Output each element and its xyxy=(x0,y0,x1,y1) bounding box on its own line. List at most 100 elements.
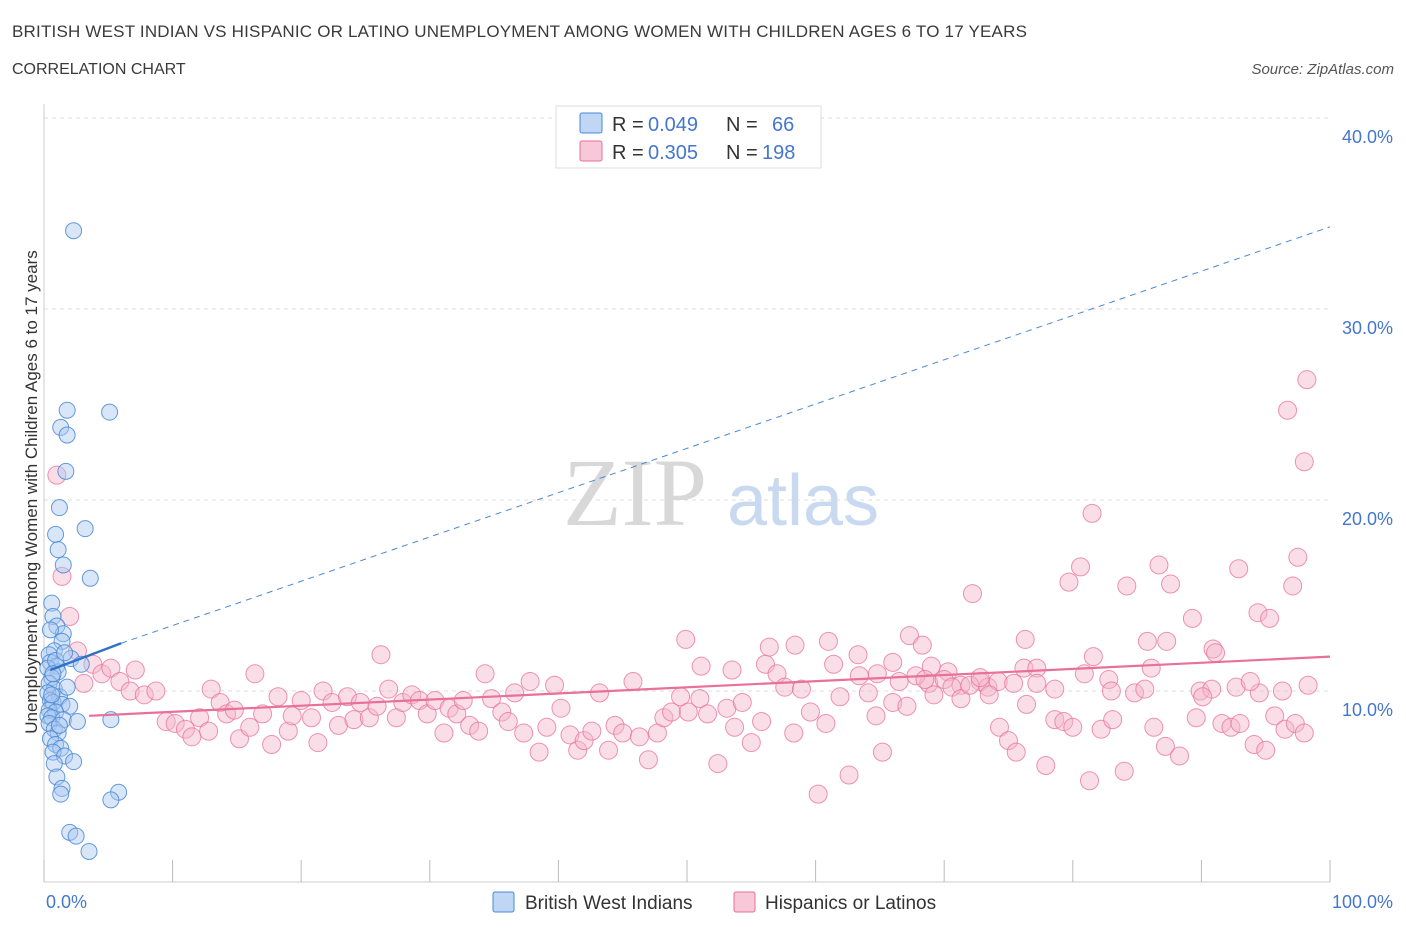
legend-r-value-1: 0.049 xyxy=(648,114,698,136)
trend-lines xyxy=(50,226,1331,717)
hispanic-point xyxy=(839,765,859,785)
hispanic-point xyxy=(1149,555,1169,575)
series-legend-label-bwi: British West Indians xyxy=(525,893,693,914)
hispanic-point xyxy=(520,671,540,691)
hispanic-point xyxy=(849,666,869,686)
hispanic-point xyxy=(1144,717,1164,737)
hispanic-point xyxy=(201,679,221,699)
hispanic-point xyxy=(582,721,602,741)
hispanic-point xyxy=(268,687,288,707)
hispanic-point xyxy=(1298,675,1318,695)
hispanic-point xyxy=(1135,679,1155,699)
hispanic-point xyxy=(725,717,745,737)
watermark: ZIP atlas xyxy=(563,439,879,546)
hispanic-point xyxy=(889,671,909,691)
hispanic-point xyxy=(545,675,565,695)
y-axis-label: Unemployment Among Women with Children A… xyxy=(22,250,41,734)
hispanic-point xyxy=(816,713,836,733)
stats-legend: R = 0.049 N = 66 R = 0.305 N = 198 xyxy=(555,105,822,169)
bwi-point xyxy=(81,569,99,587)
hispanic-point xyxy=(1248,603,1268,623)
bwi-point xyxy=(45,755,63,773)
bwi-trend-line xyxy=(50,642,122,672)
hispanic-point xyxy=(722,660,742,680)
hispanic-point xyxy=(1137,631,1157,651)
hispanic-point xyxy=(1288,547,1308,567)
bwi-point xyxy=(49,541,67,559)
hispanic-point xyxy=(344,710,364,730)
hispanic-point xyxy=(1229,559,1249,579)
hispanic-point xyxy=(1278,400,1298,420)
hispanic-point xyxy=(808,784,828,804)
hispanic-point xyxy=(1297,370,1317,390)
legend-swatch-bwi xyxy=(579,112,603,134)
hispanic-point xyxy=(482,689,502,709)
hispanic-point xyxy=(951,689,971,709)
hispanic-point xyxy=(698,704,718,724)
hispanic-point xyxy=(1006,742,1026,762)
series-legend-swatch-hispanic xyxy=(733,891,756,913)
hispanic-point xyxy=(262,734,282,754)
hispanic-point xyxy=(125,660,145,680)
hispanic-point xyxy=(560,725,580,745)
bwi-point xyxy=(58,401,76,419)
hispanic-point xyxy=(1294,723,1314,743)
hispanic-point xyxy=(245,664,265,684)
bwi-trend-extension xyxy=(120,226,1331,644)
source-label: Source: ZipAtlas.com xyxy=(1251,61,1394,78)
hispanic-point xyxy=(1193,687,1213,707)
hispanic-point xyxy=(970,668,990,688)
hispanic-point xyxy=(1117,576,1137,596)
hispanic-point xyxy=(1182,608,1202,628)
hispanic-point xyxy=(1283,576,1303,596)
bwi-point xyxy=(43,594,61,612)
hispanic-point xyxy=(858,683,878,703)
hispanic-point xyxy=(1141,658,1161,678)
axes: 0.0% 100.0% xyxy=(43,104,1393,912)
hispanic-point xyxy=(1071,557,1091,577)
hispanic-point xyxy=(818,631,838,651)
hispanic-point xyxy=(800,702,820,722)
hispanic-point xyxy=(182,727,202,747)
hispanic-point xyxy=(1027,658,1047,678)
hispanic-point xyxy=(848,645,868,665)
hispanic-point xyxy=(379,679,399,699)
bwi-point xyxy=(50,499,68,517)
hispanic-point xyxy=(1157,631,1177,651)
y-tick-label: 20.0% xyxy=(1342,509,1393,529)
legend-n-label-1: N = xyxy=(726,114,758,136)
hispanic-point xyxy=(1063,717,1083,737)
bwi-point xyxy=(47,525,65,543)
hispanic-point xyxy=(599,740,619,760)
hispanic-point xyxy=(551,698,571,718)
bwi-point xyxy=(54,556,72,574)
hispanic-point xyxy=(1015,629,1035,649)
hispanic-point xyxy=(1260,608,1280,628)
hispanic-point xyxy=(574,731,594,751)
hispanic-point xyxy=(1294,452,1314,472)
hispanic-point xyxy=(676,629,696,649)
x-tick-label-max: 100.0% xyxy=(1332,892,1393,912)
hispanic-point xyxy=(301,708,321,728)
hispanic-point xyxy=(1080,771,1100,791)
hispanic-point xyxy=(872,742,892,762)
series-legend-swatch-bwi xyxy=(492,891,515,913)
gridlines: 10.0% 20.0% 30.0% 40.0% xyxy=(44,117,1393,720)
hispanic-point xyxy=(590,683,610,703)
hispanic-point xyxy=(775,677,795,697)
y-tick-label: 10.0% xyxy=(1342,700,1393,720)
hispanic-point xyxy=(165,713,185,733)
hispanic-point xyxy=(1161,574,1181,594)
hispanic-point xyxy=(1036,755,1056,775)
hispanic-point xyxy=(867,664,887,684)
hispanic-point xyxy=(613,723,633,743)
hispanic-point xyxy=(1125,683,1145,703)
hispanic-point xyxy=(979,685,999,705)
hispanic-point xyxy=(110,671,130,691)
hispanic-point xyxy=(92,664,112,684)
legend-n-value-1: 66 xyxy=(772,114,794,136)
hispanic-point xyxy=(134,685,154,705)
hispanic-point xyxy=(1256,740,1276,760)
legend-n-value-2: 198 xyxy=(762,142,795,164)
